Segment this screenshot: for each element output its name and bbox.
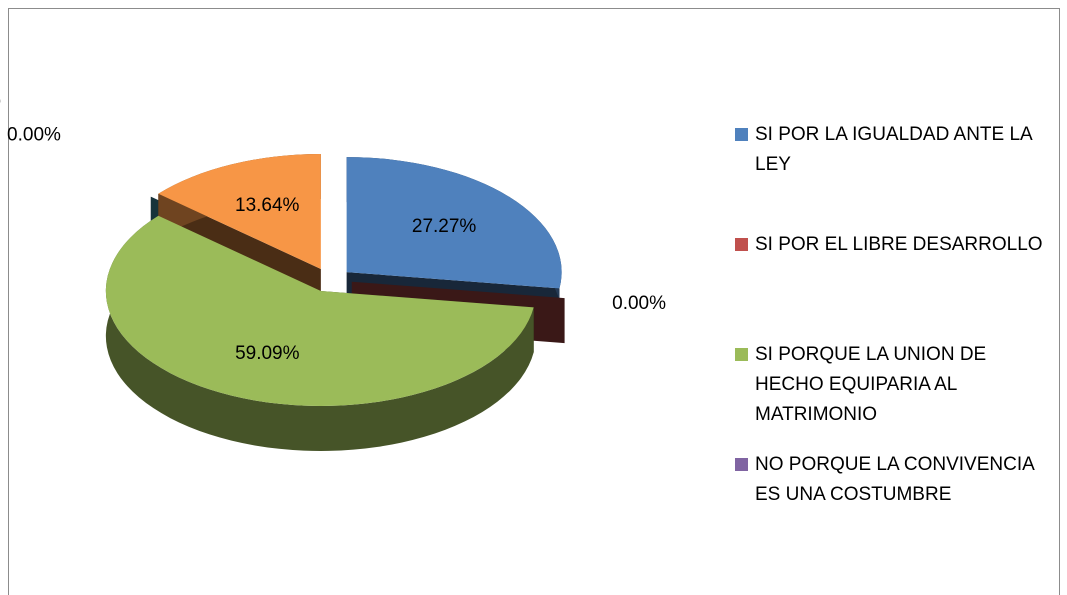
- legend-label: NO PORQUE LA CONVIVENCIA ES UNA COSTUMBR…: [755, 454, 1034, 505]
- slice-side: [105, 215, 534, 452]
- legend-swatch: [735, 238, 748, 251]
- legend-label: SI POR LA IGUALDAD ANTE LA LEY: [755, 124, 1032, 175]
- chart-frame: [8, 8, 1060, 595]
- legend-swatch: [735, 128, 748, 141]
- legend-item: SI PORQUE LA UNION DE HECHO EQUIPARIA AL…: [735, 340, 1045, 450]
- slice: [346, 157, 562, 289]
- legend-item: NO PORQUE LA CONVIVENCIA ES UNA COSTUMBR…: [735, 450, 1045, 560]
- data-label: 27.27%: [412, 216, 477, 237]
- data-label: 0.00%: [7, 124, 61, 145]
- slice: [105, 215, 534, 407]
- legend-label: SI PORQUE LA UNION DE HECHO EQUIPARIA AL…: [755, 344, 987, 425]
- legend: SI POR LA IGUALDAD ANTE LA LEY SI POR EL …: [735, 120, 1045, 560]
- legend-swatch: [735, 458, 748, 471]
- data-label: 0.00%: [0, 89, 1, 110]
- slice: [158, 153, 321, 269]
- data-label: 13.64%: [235, 195, 300, 216]
- legend-swatch: [735, 348, 748, 361]
- legend-item: SI POR LA IGUALDAD ANTE LA LEY: [735, 120, 1045, 230]
- data-label: 59.09%: [235, 343, 300, 364]
- legend-item: SI POR EL LIBRE DESARROLLO: [735, 230, 1045, 340]
- legend-label: SI POR EL LIBRE DESARROLLO: [755, 234, 1043, 255]
- data-label: 0.00%: [612, 293, 666, 314]
